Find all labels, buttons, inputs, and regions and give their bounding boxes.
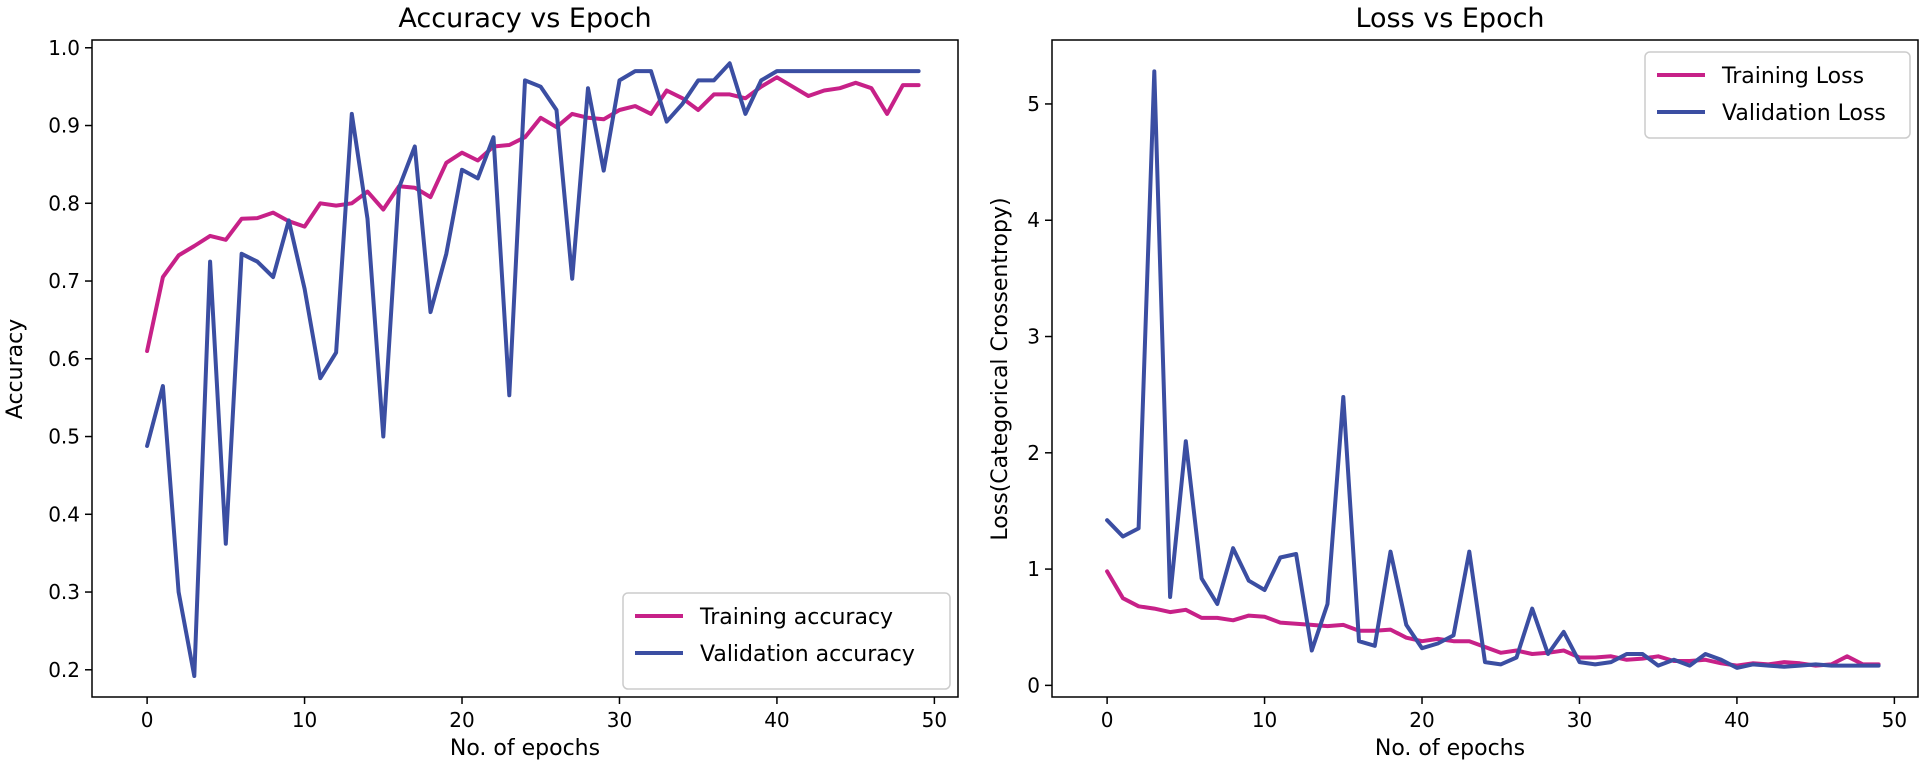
accuracy-x-tick-label: 50 [922,708,947,732]
accuracy-panel: Accuracy vs Epoch No. of epochs Accuracy… [3,3,959,761]
loss-x-axis-label: No. of epochs [1375,736,1525,761]
legend-label-validation-accuracy: Validation accuracy [700,642,915,667]
accuracy-x-axis-label: No. of epochs [450,736,600,761]
accuracy-series-validation-accuracy [145,61,921,678]
accuracy-x-tick-label: 40 [764,708,789,732]
accuracy-y-tick-label: 0.6 [48,347,80,371]
accuracy-x-tick-label: 30 [607,708,632,732]
accuracy-y-tick-label: 0.3 [48,580,80,604]
loss-y-tick-label: 3 [1027,325,1040,349]
legend-label-validation-loss: Validation Loss [1722,101,1886,126]
loss-x-tick-label: 40 [1724,708,1749,732]
accuracy-y-tick-label: 1.0 [48,36,80,60]
loss-x-tick-label: 10 [1252,708,1277,732]
accuracy-y-tick-label: 0.5 [48,425,80,449]
accuracy-plot-area [91,39,959,698]
loss-x-tick-label: 20 [1409,708,1434,732]
accuracy-legend-box [622,592,951,690]
accuracy-x-tick-label: 20 [449,708,474,732]
accuracy-y-tick-label: 0.2 [48,658,80,682]
loss-legend: Training Loss Validation Loss [1644,51,1911,139]
accuracy-y-tick-label: 0.8 [48,191,80,215]
accuracy-y-tick-label: 0.7 [48,269,80,293]
accuracy-x-tick-label: 0 [141,708,154,732]
loss-y-tick-label: 0 [1027,673,1040,697]
loss-chart-title: Loss vs Epoch [1355,3,1544,34]
legend-label-training-loss: Training Loss [1721,64,1864,89]
legend-label-training-accuracy: Training accuracy [699,605,893,630]
loss-y-axis-label: Loss(Categorical Crossentropy) [988,197,1013,540]
loss-x-tick-label: 30 [1567,708,1592,732]
loss-y-tick-label: 2 [1027,441,1040,465]
loss-y-tick-label: 1 [1027,557,1040,581]
accuracy-series-training-accuracy [145,75,921,353]
accuracy-y-tick-label: 0.9 [48,114,80,138]
accuracy-chart-title: Accuracy vs Epoch [398,3,651,34]
accuracy-y-tick-label: 0.4 [48,502,80,526]
loss-x-tick-label: 0 [1101,708,1114,732]
loss-legend-box [1644,51,1911,139]
accuracy-legend: Training accuracy Validation accuracy [622,592,951,690]
loss-y-tick-label: 5 [1027,92,1040,116]
accuracy-x-tick-label: 10 [292,708,317,732]
loss-y-tick-label: 4 [1027,208,1040,232]
loss-plot-area [1051,39,1919,698]
loss-x-tick-label: 50 [1882,708,1907,732]
accuracy-y-axis-label: Accuracy [3,319,28,419]
loss-panel: Loss vs Epoch No. of epochs Loss(Categor… [988,3,1919,761]
loss-series-validation-loss [1105,69,1881,670]
